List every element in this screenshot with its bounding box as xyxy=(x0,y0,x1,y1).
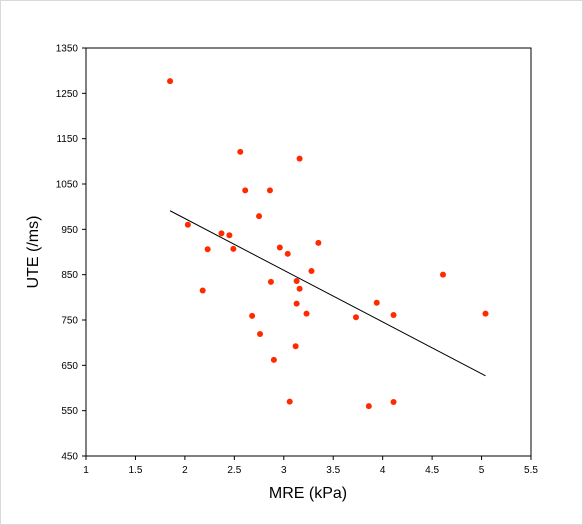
data-point xyxy=(293,278,300,285)
y-tick-label: 850 xyxy=(61,270,78,281)
y-tick-label: 950 xyxy=(61,225,78,236)
data-point xyxy=(242,187,249,194)
y-tick-label: 550 xyxy=(61,406,78,417)
x-tick-label: 2 xyxy=(182,465,188,476)
y-tick-label: 1250 xyxy=(56,89,79,100)
trendline xyxy=(169,210,486,377)
data-point xyxy=(167,78,174,85)
data-point xyxy=(204,246,211,253)
data-point xyxy=(257,331,264,338)
data-point xyxy=(199,287,206,294)
data-point xyxy=(292,343,299,350)
x-tick-label: 5 xyxy=(479,465,485,476)
x-tick-label: 2.5 xyxy=(227,465,241,476)
x-tick-label: 1.5 xyxy=(128,465,142,476)
plot-area xyxy=(85,47,532,457)
x-tick-label: 5.5 xyxy=(524,465,538,476)
data-point xyxy=(352,314,359,321)
y-tick-label: 1350 xyxy=(56,44,79,55)
data-point xyxy=(230,245,237,252)
x-axis-title: MRE (kPa) xyxy=(269,485,347,502)
data-point xyxy=(482,310,489,317)
x-tick-label: 1 xyxy=(83,465,89,476)
y-tick-label: 1150 xyxy=(56,134,78,145)
y-tick-label: 1050 xyxy=(56,180,79,191)
data-point xyxy=(286,398,293,405)
y-tick-label: 750 xyxy=(61,316,78,327)
x-axis: 1 1.5 2 2.5 3 3.5 4 4.5 5 5.5 xyxy=(83,456,538,476)
data-point xyxy=(296,285,303,292)
data-point xyxy=(284,250,291,257)
data-point xyxy=(276,244,283,251)
data-point xyxy=(237,148,244,155)
data-points xyxy=(167,78,489,410)
data-point xyxy=(390,399,397,406)
data-point xyxy=(373,299,380,306)
data-point xyxy=(256,213,263,220)
x-tick-label: 4.5 xyxy=(425,465,439,476)
data-point xyxy=(293,300,300,307)
data-point xyxy=(226,232,233,239)
data-point xyxy=(365,403,372,410)
data-point xyxy=(308,268,315,275)
data-point xyxy=(218,230,225,237)
data-point xyxy=(270,356,277,363)
y-tick-label: 650 xyxy=(61,361,78,372)
data-point xyxy=(303,310,310,317)
y-axis-title: UTE (/ms) xyxy=(25,216,42,289)
data-point xyxy=(267,278,274,285)
data-point xyxy=(390,312,397,319)
data-point xyxy=(249,312,256,319)
data-point xyxy=(439,271,446,278)
y-tick-label: 450 xyxy=(61,452,78,463)
x-tick-label: 3 xyxy=(281,465,287,476)
x-tick-label: 4 xyxy=(380,465,386,476)
y-axis: 450 550 650 750 850 950 1050 1150 1250 1350 xyxy=(56,44,86,463)
data-point xyxy=(184,221,191,228)
data-point xyxy=(266,187,273,194)
data-point xyxy=(296,155,303,162)
x-tick-label: 3.5 xyxy=(326,465,340,476)
data-point xyxy=(315,239,322,246)
